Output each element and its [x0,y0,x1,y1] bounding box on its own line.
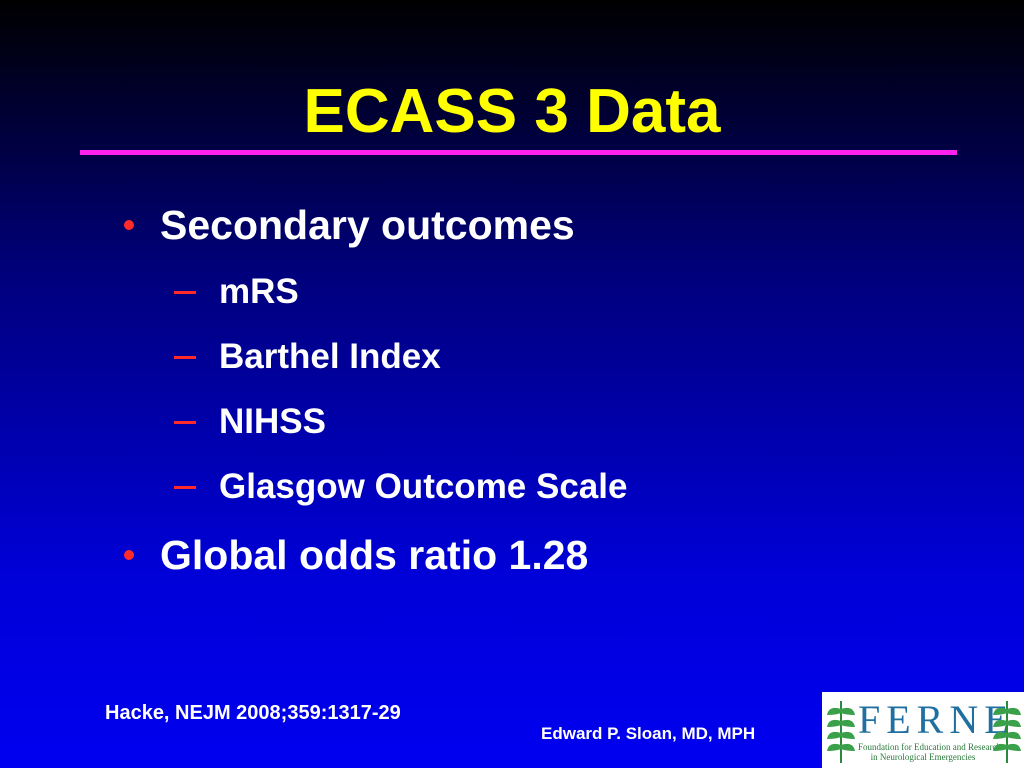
bullet-text: Secondary outcomes [160,202,575,248]
sub-bullet-text: Barthel Index [219,337,441,376]
logo-leaf [993,701,1021,763]
bullet-text: Global odds ratio 1.28 [160,532,589,578]
sub-bullet-marker [174,421,196,424]
logo-subtitle: Foundation for Education and Research in … [858,742,1001,762]
logo-subtitle-line: Foundation for Education and Research [858,742,1001,752]
slide-title: ECASS 3 Data [303,77,721,146]
author: Edward P. Sloan, MD, MPH [541,724,756,743]
sub-bullet-text: mRS [219,272,299,311]
logo-leaf [827,701,855,763]
logo: FERNE Foundation for Education and Resea… [822,692,1024,768]
sub-bullet-text: NIHSS [219,402,326,441]
citation: Hacke, NEJM 2008;359:1317-29 [105,702,401,724]
sub-bullet-marker [174,291,196,294]
bullet-marker [124,550,134,560]
logo-subtitle-line: in Neurological Emergencies [870,752,976,762]
title-rule [80,150,957,155]
sub-bullet-marker [174,356,196,359]
bullet-marker [124,220,134,230]
sub-bullet-marker [174,486,196,489]
logo-name: FERNE [858,697,1015,742]
sub-bullet-text: Glasgow Outcome Scale [219,467,628,506]
